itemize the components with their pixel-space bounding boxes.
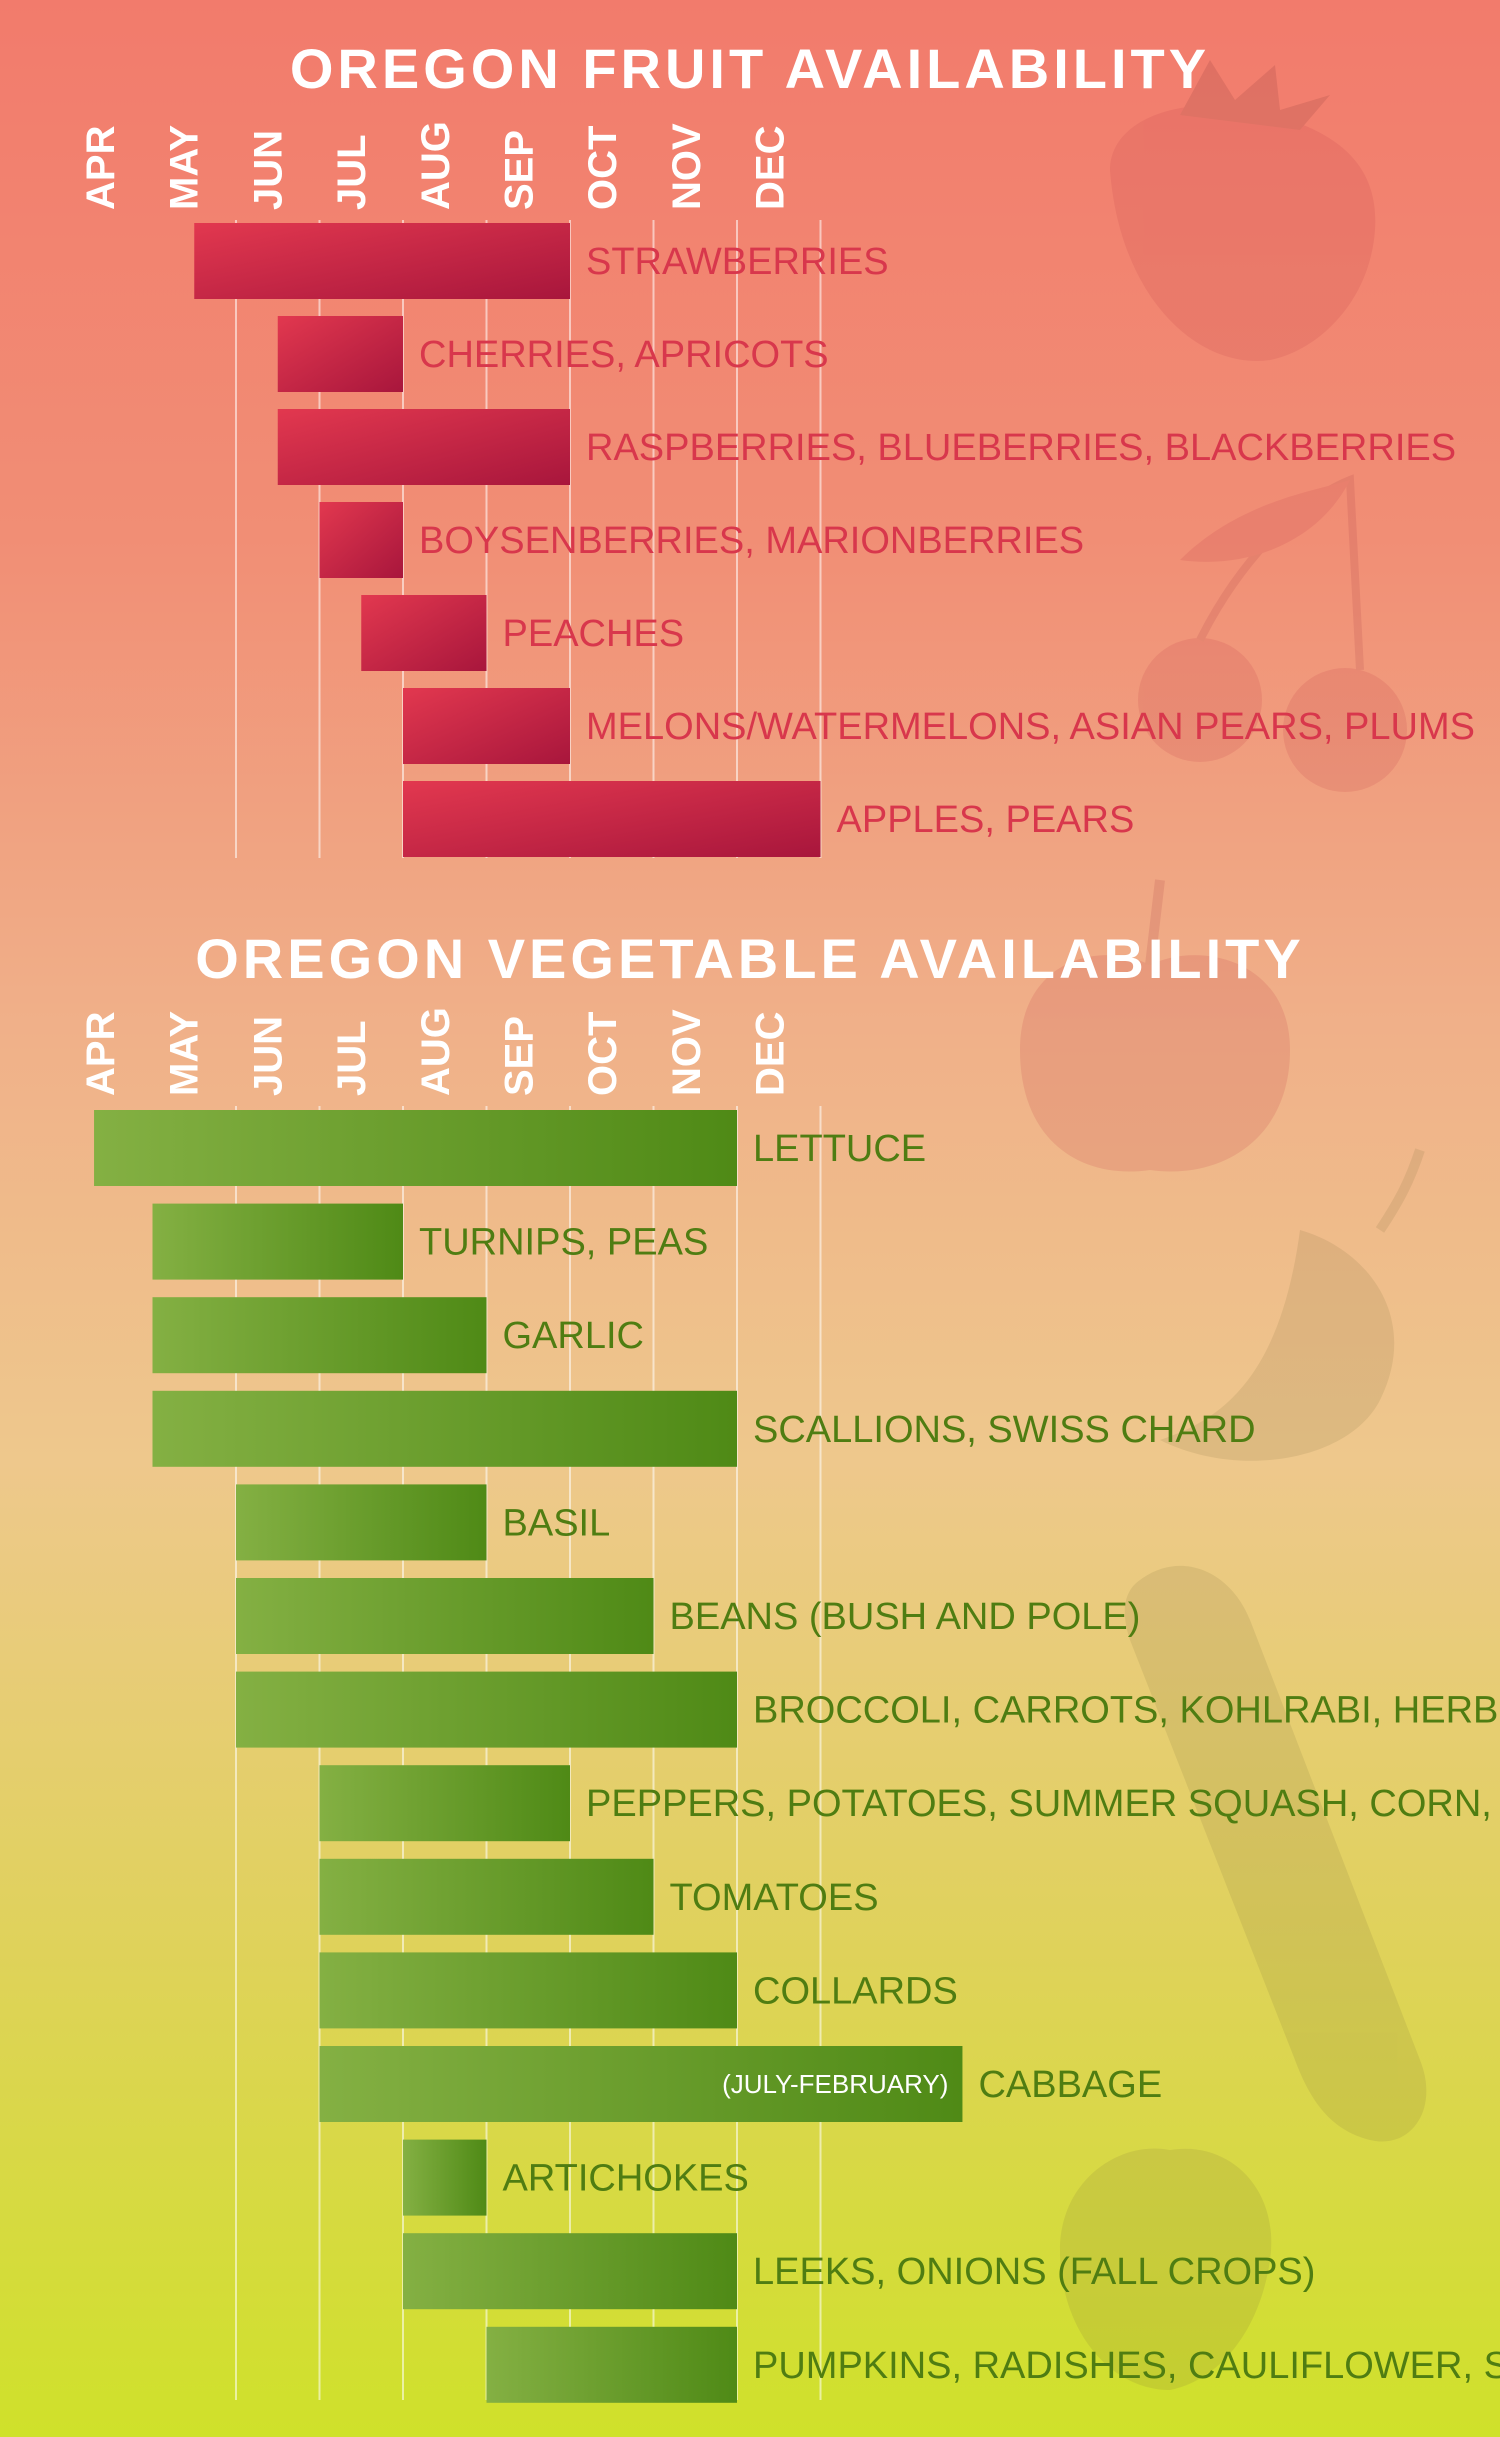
- fruit-bar: [361, 595, 487, 671]
- fruit-item-label: APPLES, PEARS: [837, 799, 1135, 841]
- vegetable-item-label: PEPPERS, POTATOES, SUMMER SQUASH, CORN, …: [586, 1783, 1500, 1825]
- vegetable-bar: [319, 1952, 737, 2029]
- fruit-bar: [403, 688, 570, 764]
- apple-icon: [1020, 879, 1290, 1172]
- vegetable-item-label: BROCCOLI, CARROTS, KOHLRABI, HERBS: [753, 1690, 1500, 1732]
- vegetable-bar: [236, 1484, 487, 1561]
- vegetable-month-labels: APR MAY JUN JUL AUG SEP OCT NOV DEC: [79, 1007, 793, 1096]
- vegetable-item-label: PUMPKINS, RADISHES, CAULIFLOWER, SPINACH: [753, 2345, 1500, 2387]
- vegetable-month-label: APR: [79, 1011, 123, 1096]
- vegetable-bars: LETTUCE TURNIPS, PEAS GARLIC SCALLIONS, SWI…: [94, 1110, 1500, 2403]
- vegetable-bar: [152, 1390, 737, 1467]
- vegetable-item-label: SCALLIONS, SWISS CHARD: [753, 1409, 1256, 1451]
- fruit-month-label: AUG: [414, 121, 458, 210]
- fruit-month-label: APR: [79, 125, 123, 210]
- fruit-month-label: JUN: [246, 130, 290, 210]
- fruit-chart-title: OREGON FRUIT AVAILABILITY: [290, 37, 1210, 100]
- vegetable-bar: [236, 1578, 654, 1654]
- pepper-icon: [1160, 1148, 1425, 1461]
- vegetable-item-label: LEEKS, ONIONS (FALL CROPS): [753, 2251, 1315, 2293]
- vegetable-month-label: AUG: [414, 1007, 458, 1096]
- vegetable-bar-note: (JULY-FEBRUARY): [722, 2069, 948, 2099]
- fruit-item-label: STRAWBERRIES: [586, 241, 889, 283]
- vegetable-month-label: SEP: [498, 1016, 542, 1096]
- vegetable-bar: [319, 1765, 570, 1842]
- vegetable-item-label: LETTUCE: [753, 1128, 926, 1170]
- vegetable-bar: [319, 2046, 963, 2122]
- fruit-item-label: BOYSENBERRIES, MARIONBERRIES: [419, 520, 1084, 562]
- vegetable-item-label: TURNIPS, PEAS: [419, 1222, 708, 1264]
- vegetable-item-label: TOMATOES: [670, 1877, 879, 1919]
- fruit-bar: [194, 223, 570, 299]
- vegetable-bar: [94, 1110, 738, 1186]
- fruit-month-label: OCT: [581, 126, 625, 210]
- fruit-month-label: JUL: [330, 134, 374, 210]
- vegetable-month-label: MAY: [163, 1010, 207, 1096]
- vegetable-month-label: JUN: [246, 1016, 290, 1096]
- vegetable-item-label: BASIL: [503, 1502, 611, 1544]
- vegetable-bar: [403, 2233, 737, 2310]
- fruit-month-label: SEP: [498, 130, 542, 210]
- vegetable-item-label: COLLARDS: [753, 1970, 958, 2012]
- fruit-bar: [319, 502, 403, 578]
- artichoke-icon: [1060, 2148, 1272, 2390]
- vegetable-month-label: DEC: [749, 1012, 793, 1096]
- fruit-month-labels: APR MAY JUN JUL AUG SEP OCT NOV DEC: [79, 121, 793, 210]
- fruit-bar: [403, 781, 821, 857]
- corn-icon: [1124, 1565, 1427, 2142]
- fruit-month-label: NOV: [665, 123, 709, 210]
- strawberry-icon: [1110, 60, 1376, 361]
- vegetable-bar: [152, 1203, 403, 1280]
- fruit-bar: [277, 409, 570, 485]
- vegetable-bar: [486, 2326, 737, 2403]
- vegetable-item-label: ARTICHOKES: [503, 2158, 749, 2200]
- fruit-item-label: PEACHES: [503, 613, 685, 655]
- vegetable-item-label: BEANS (BUSH AND POLE): [670, 1596, 1141, 1638]
- vegetable-item-label: CABBAGE: [978, 2064, 1162, 2106]
- cherries-icon: [1138, 474, 1407, 792]
- vegetable-month-label: JUL: [330, 1020, 374, 1096]
- fruit-bars: STRAWBERRIES CHERRIES, APRICOTS RASPBERRIE…: [194, 223, 1475, 857]
- vegetable-bar: [236, 1671, 737, 1748]
- fruit-item-label: MELONS/WATERMELONS, ASIAN PEARS, PLUMS: [586, 706, 1475, 748]
- vegetable-bar: [403, 2139, 487, 2216]
- vegetable-bar: [319, 1858, 654, 1935]
- vegetable-bar: [152, 1297, 487, 1374]
- fruit-month-label: MAY: [163, 124, 207, 210]
- vegetable-item-label: GARLIC: [503, 1315, 644, 1357]
- vegetable-month-label: NOV: [665, 1009, 709, 1096]
- fruit-month-label: DEC: [749, 126, 793, 210]
- fruit-item-label: CHERRIES, APRICOTS: [419, 334, 829, 376]
- vegetable-chart-title: OREGON VEGETABLE AVAILABILITY: [195, 927, 1305, 990]
- vegetable-month-label: OCT: [581, 1012, 625, 1096]
- fruit-bar: [277, 316, 403, 392]
- fruit-item-label: RASPBERRIES, BLUEBERRIES, BLACKBERRIES: [586, 427, 1456, 469]
